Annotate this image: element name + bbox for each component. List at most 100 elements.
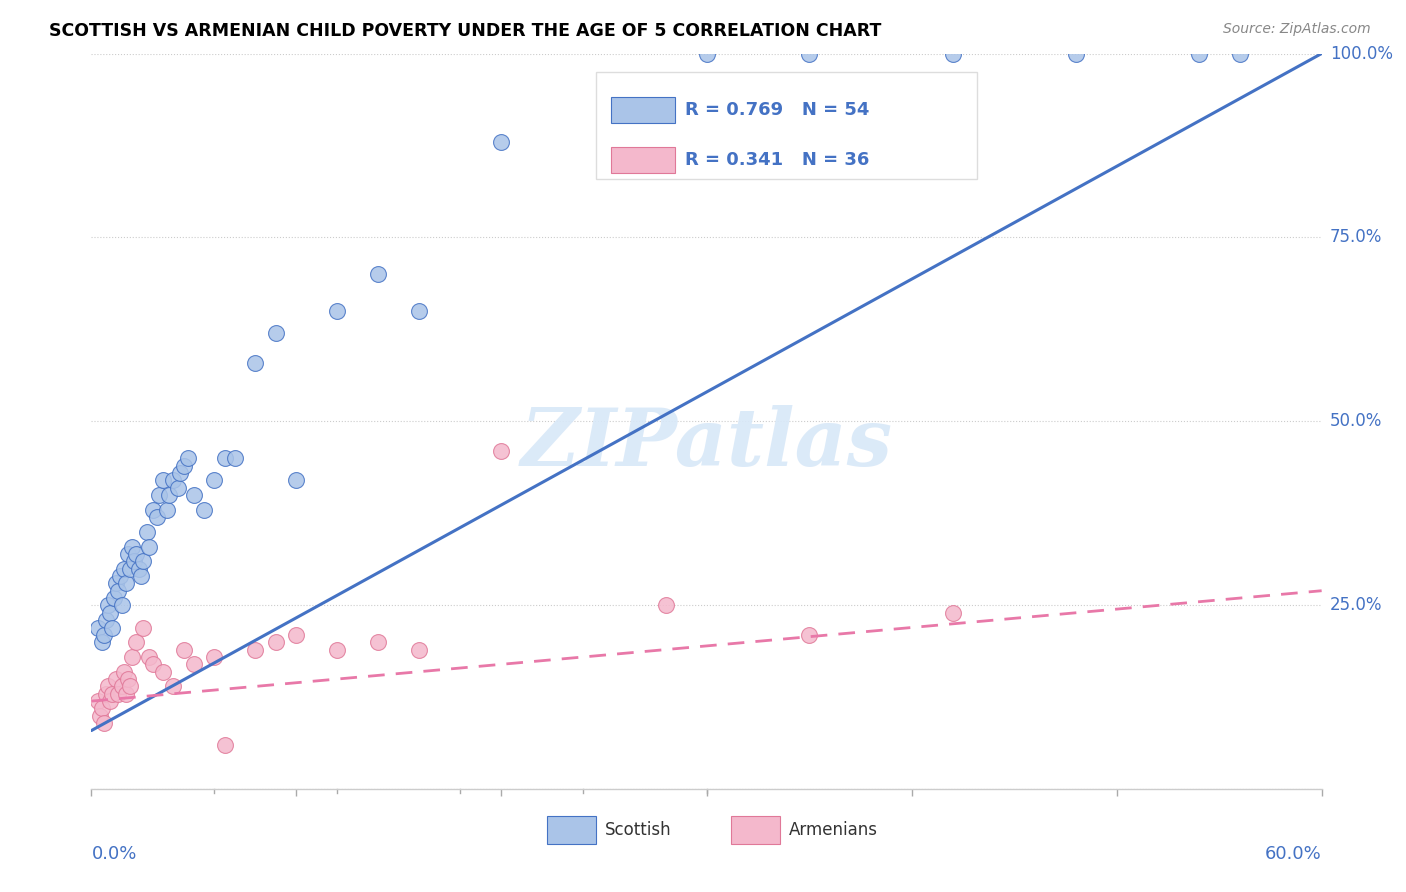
- Point: [245, 356, 267, 370]
- Point: [128, 562, 150, 576]
- Text: SCOTTISH VS ARMENIAN CHILD POVERTY UNDER THE AGE OF 5 CORRELATION CHART: SCOTTISH VS ARMENIAN CHILD POVERTY UNDER…: [49, 22, 882, 40]
- Point: [108, 569, 131, 583]
- Point: [166, 481, 188, 495]
- Point: [152, 665, 174, 679]
- Point: [654, 599, 676, 613]
- Point: [162, 680, 184, 694]
- Point: [94, 687, 117, 701]
- Bar: [731, 816, 780, 844]
- Point: [491, 135, 513, 149]
- Text: ZIPatlas: ZIPatlas: [520, 405, 893, 483]
- Point: [124, 554, 146, 568]
- Text: Scottish: Scottish: [605, 821, 671, 838]
- Point: [98, 694, 121, 708]
- Text: R = 0.341   N = 36: R = 0.341 N = 36: [685, 151, 869, 169]
- Point: [193, 503, 215, 517]
- Point: [117, 672, 139, 686]
- Point: [121, 649, 143, 664]
- Point: [285, 628, 308, 642]
- Point: [156, 503, 179, 517]
- Text: 0.0%: 0.0%: [91, 845, 136, 863]
- Point: [169, 466, 191, 480]
- Point: [131, 554, 153, 568]
- Point: [214, 451, 236, 466]
- Point: [115, 687, 138, 701]
- Text: R = 0.769   N = 54: R = 0.769 N = 54: [685, 101, 869, 119]
- Point: [121, 540, 143, 554]
- Bar: [547, 816, 596, 844]
- Point: [117, 547, 139, 561]
- Point: [173, 458, 195, 473]
- Point: [797, 46, 820, 61]
- Point: [152, 474, 174, 488]
- Point: [285, 474, 308, 488]
- Point: [326, 642, 349, 657]
- Point: [491, 444, 513, 458]
- Text: 60.0%: 60.0%: [1265, 845, 1322, 863]
- Point: [89, 708, 111, 723]
- Point: [86, 621, 108, 635]
- FancyBboxPatch shape: [596, 72, 977, 178]
- Point: [120, 562, 142, 576]
- Point: [138, 540, 160, 554]
- Point: [94, 613, 117, 627]
- Point: [1229, 46, 1251, 61]
- Point: [120, 680, 142, 694]
- Point: [593, 105, 616, 120]
- Point: [326, 304, 349, 318]
- Point: [105, 672, 127, 686]
- Point: [245, 642, 267, 657]
- Point: [93, 628, 115, 642]
- Point: [90, 635, 112, 649]
- Point: [695, 46, 717, 61]
- Point: [107, 583, 129, 598]
- Point: [103, 591, 125, 606]
- Text: 75.0%: 75.0%: [1330, 228, 1382, 246]
- Point: [125, 635, 148, 649]
- Point: [142, 657, 165, 672]
- Point: [202, 649, 225, 664]
- Text: Armenians: Armenians: [789, 821, 877, 838]
- Point: [112, 562, 135, 576]
- Point: [97, 599, 120, 613]
- Point: [107, 687, 129, 701]
- Bar: [610, 147, 675, 173]
- Text: 50.0%: 50.0%: [1330, 412, 1382, 431]
- Text: Source: ZipAtlas.com: Source: ZipAtlas.com: [1223, 22, 1371, 37]
- Point: [942, 606, 965, 620]
- Point: [162, 474, 184, 488]
- Point: [202, 474, 225, 488]
- Point: [183, 488, 205, 502]
- Point: [97, 680, 120, 694]
- Point: [93, 716, 115, 731]
- Point: [101, 687, 124, 701]
- Point: [111, 680, 134, 694]
- Point: [224, 451, 246, 466]
- Point: [142, 503, 165, 517]
- Point: [105, 576, 127, 591]
- Point: [367, 268, 389, 282]
- Point: [129, 569, 152, 583]
- Point: [111, 599, 134, 613]
- Bar: [610, 97, 675, 123]
- Text: 100.0%: 100.0%: [1330, 45, 1393, 62]
- Point: [1064, 46, 1087, 61]
- Point: [214, 739, 236, 753]
- Point: [90, 701, 112, 715]
- Point: [367, 635, 389, 649]
- Point: [148, 488, 170, 502]
- Point: [125, 547, 148, 561]
- Point: [131, 621, 153, 635]
- Point: [408, 304, 430, 318]
- Point: [264, 635, 287, 649]
- Point: [112, 665, 135, 679]
- Point: [183, 657, 205, 672]
- Point: [135, 524, 157, 539]
- Point: [157, 488, 180, 502]
- Point: [86, 694, 108, 708]
- Point: [408, 642, 430, 657]
- Point: [98, 606, 121, 620]
- Point: [1187, 46, 1209, 61]
- Point: [264, 326, 287, 341]
- Point: [173, 642, 195, 657]
